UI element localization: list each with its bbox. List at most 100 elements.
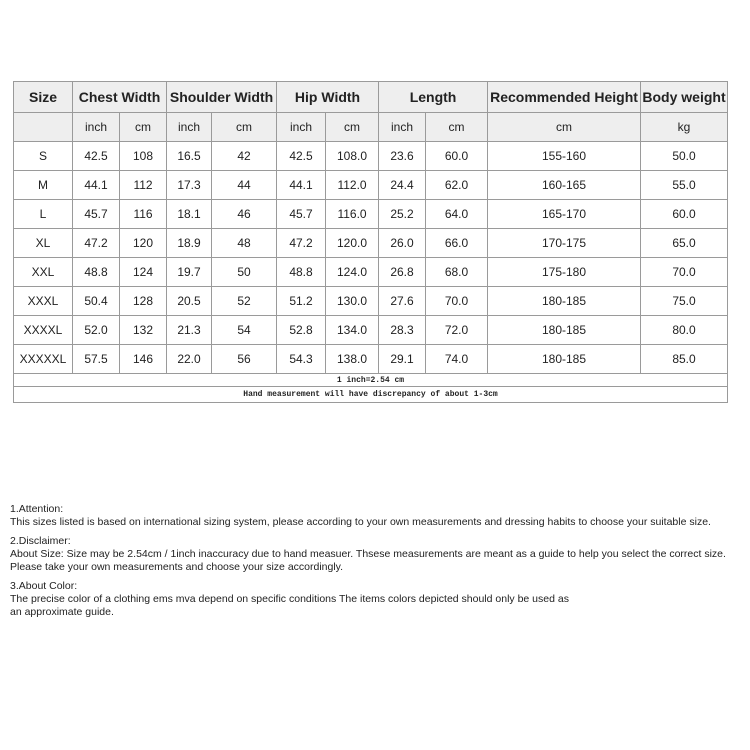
table-cell: XXXXXL [13,344,73,374]
conversion-note-row: 1 inch=2.54 cm [12,373,729,387]
table-cell: 29.1 [378,344,427,374]
header-hip-width: Hip Width [276,81,380,113]
size-chart-table: Size Chest Width Shoulder Width Hip Widt… [12,81,729,403]
table-cell: 112.0 [325,170,380,200]
header-shoulder-width: Shoulder Width [166,81,278,113]
table-cell: 42 [211,141,278,171]
table-cell: 62.0 [425,170,489,200]
table-cell: 70.0 [640,257,729,287]
table-cell: 108.0 [325,141,380,171]
table-cell: 19.7 [166,257,213,287]
table-cell: 22.0 [166,344,213,374]
table-cell: 116.0 [325,199,380,229]
measurement-note: Hand measurement will have discrepancy o… [12,386,729,403]
table-cell: 26.8 [378,257,427,287]
table-cell: 26.0 [378,228,427,258]
unit-cell: kg [640,112,729,142]
table-cell: 56 [211,344,278,374]
table-cell: 28.3 [378,315,427,345]
table-cell: 130.0 [325,286,380,316]
table-cell: 66.0 [425,228,489,258]
table-cell: 160-165 [487,170,642,200]
header-chest-width: Chest Width [71,81,168,113]
table-cell: 46 [211,199,278,229]
table-cell: 68.0 [425,257,489,287]
table-cell: 120 [118,228,168,258]
header-size: Size [13,81,73,113]
note-block: 3.About Color: The precise color of a clo… [10,580,726,619]
header-length: Length [378,81,489,113]
table-cell: 21.3 [166,315,213,345]
table-cell: XXL [13,257,73,287]
table-cell: 75.0 [640,286,729,316]
unit-cell: cm [325,112,380,142]
table-cell: 17.3 [166,170,213,200]
header-body-weight: Body weight [640,81,729,113]
table-cell: 80.0 [640,315,729,345]
table-row: L 45.7 116 18.1 46 45.7 116.0 25.2 64.0 165-170 60… [13,199,729,229]
table-cell: 155-160 [487,141,642,171]
unit-cell: inch [166,112,213,142]
note-block: 1.Attention: This sizes listed is based o… [10,503,726,529]
unit-cell: cm [211,112,278,142]
table-cell: 45.7 [72,199,120,229]
unit-cell: cm [487,112,642,142]
table-cell: 65.0 [640,228,729,258]
unit-cell: cm [118,112,168,142]
table-cell: 124 [118,257,168,287]
table-cell: 20.5 [166,286,213,316]
table-cell: XL [13,228,73,258]
table-cell: 44.1 [276,170,327,200]
unit-cell: inch [276,112,327,142]
table-cell: 180-185 [487,344,642,374]
note-block: 2.Disclaimer: About Size: Size may be 2.5… [10,535,726,574]
table-cell: 48.8 [276,257,327,287]
table-cell: XXXXL [13,315,73,345]
table-cell: 70.0 [425,286,489,316]
unit-cell: cm [425,112,489,142]
table-cell: 52.0 [72,315,120,345]
header-recommended-height: Recommended Height [487,81,642,113]
table-cell: 132 [118,315,168,345]
unit-cell: inch [378,112,427,142]
table-cell: 116 [118,199,168,229]
table-cell: 64.0 [425,199,489,229]
table-cell: 51.2 [276,286,327,316]
table-cell: 16.5 [166,141,213,171]
table-cell: 48.8 [72,257,120,287]
table-cell: 45.7 [276,199,327,229]
table-cell: 47.2 [276,228,327,258]
table-cell: 170-175 [487,228,642,258]
table-cell: 128 [118,286,168,316]
table-cell: 146 [118,344,168,374]
table-cell: 165-170 [487,199,642,229]
table-row: M 44.1 112 17.3 44 44.1 112.0 24.4 62.0 160-165 55… [13,170,729,200]
table-cell: 52 [211,286,278,316]
note-text: Please take your own measurements and ch… [10,561,344,573]
note-title: 2.Disclaimer: [10,535,71,547]
table-cell: 25.2 [378,199,427,229]
table-cell: 138.0 [325,344,380,374]
table-row: XXXXL 52.0 132 21.3 54 52.8 134.0 28.3 72.0 180-1… [13,315,729,345]
table-cell: 60.0 [640,199,729,229]
table-cell: 54.3 [276,344,327,374]
table-cell: 18.1 [166,199,213,229]
table-cell: 52.8 [276,315,327,345]
table-cell: 27.6 [378,286,427,316]
table-cell: 120.0 [325,228,380,258]
table-cell: 44.1 [72,170,120,200]
table-row: XXXXXL 57.5 146 22.0 56 54.3 138.0 29.1 74.0 180-… [13,344,729,374]
table-cell: 18.9 [166,228,213,258]
table-row: XXXL 50.4 128 20.5 52 51.2 130.0 27.6 70.0 180-18… [13,286,729,316]
table-cell: 54 [211,315,278,345]
table-cell: 180-185 [487,315,642,345]
table-cell: L [13,199,73,229]
note-text: This sizes listed is based on internatio… [10,516,711,528]
table-row: XXL 48.8 124 19.7 50 48.8 124.0 26.8 68.0 175-180… [13,257,729,287]
note-text: About Size: Size may be 2.54cm / 1inch i… [10,548,726,560]
table-cell: 44 [211,170,278,200]
table-cell: 23.6 [378,141,427,171]
table-cell: 175-180 [487,257,642,287]
table-cell: S [13,141,73,171]
table-cell: 42.5 [72,141,120,171]
